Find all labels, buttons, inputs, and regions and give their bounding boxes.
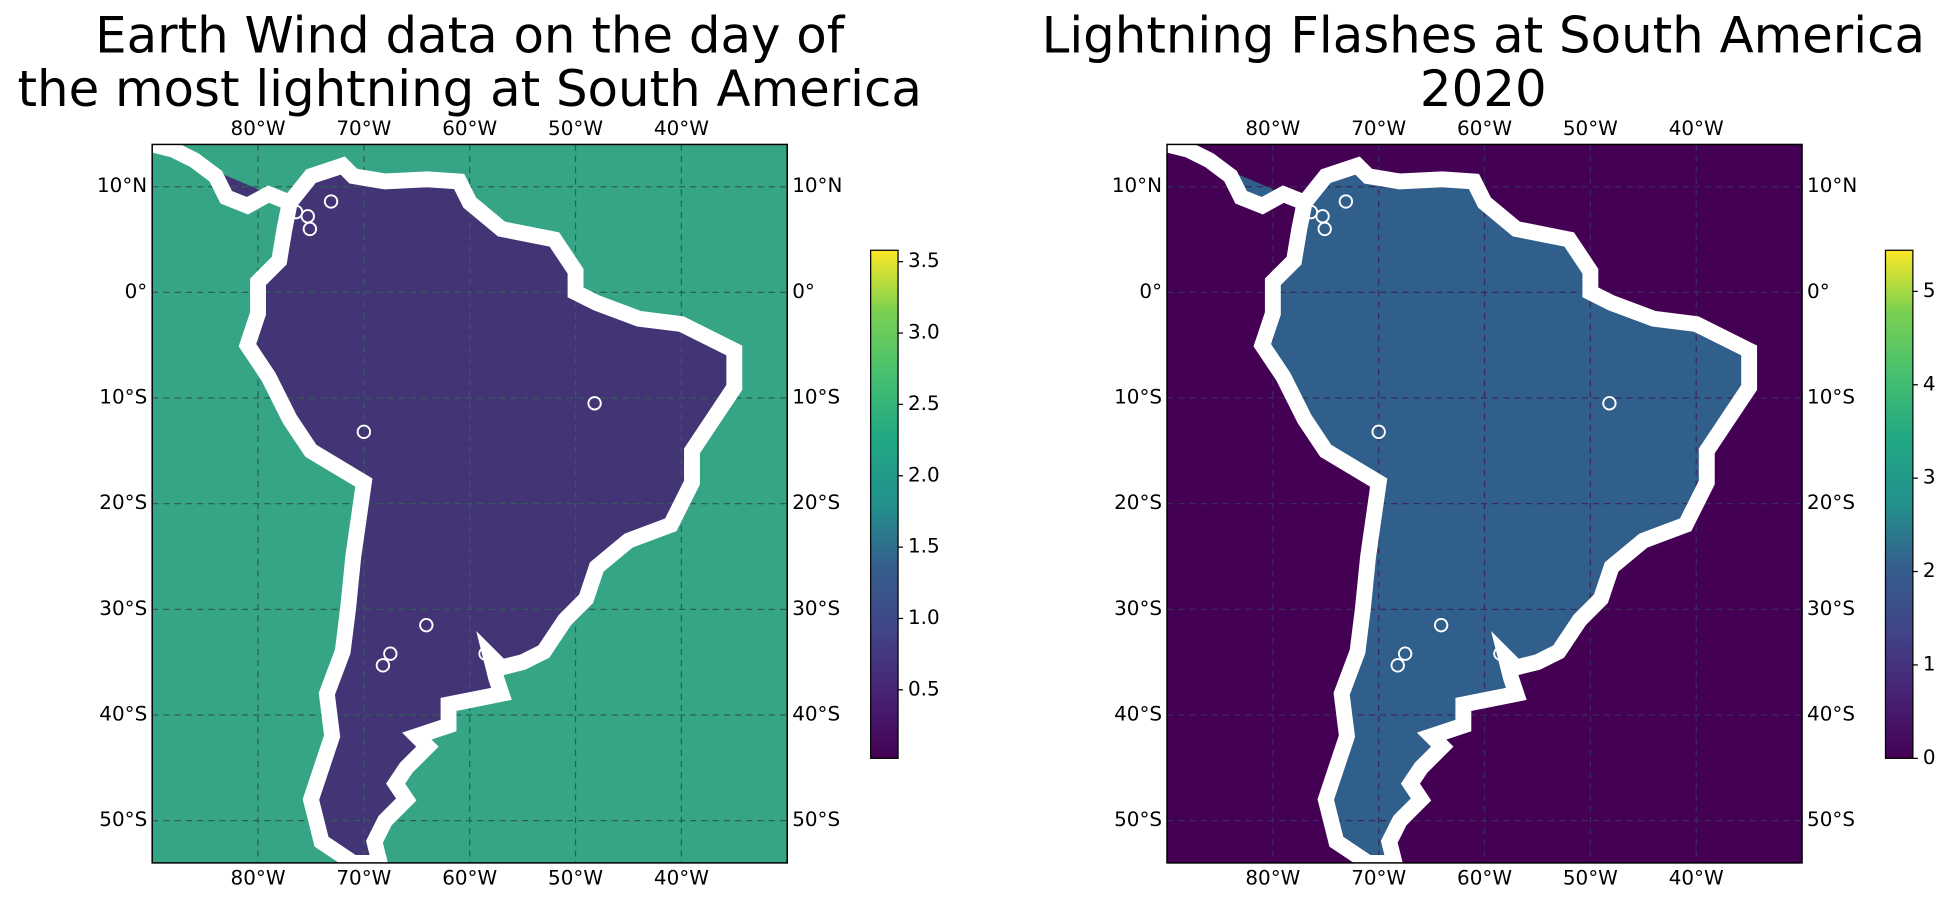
marker: [1390, 658, 1405, 673]
y-tick-label: 0°: [1139, 280, 1162, 303]
colorbar-tick-label: 4: [1923, 372, 1936, 395]
y-tick-label: 10°N: [1807, 174, 1857, 197]
marker: [1397, 646, 1413, 661]
x-tick-label: 80°W: [1245, 117, 1300, 140]
map-frame: [151, 143, 788, 864]
x-tick-label: 60°W: [442, 867, 497, 890]
colorbar: [1884, 249, 1914, 759]
marker: [587, 396, 602, 411]
y-tick-label: 20°S: [792, 491, 840, 514]
x-tick-label: 60°W: [1457, 867, 1512, 890]
colorbar-tick-label: 0: [1923, 746, 1936, 769]
x-tick-label: 60°W: [1457, 117, 1512, 140]
marker: [478, 646, 493, 661]
y-tick-label: 10°N: [97, 174, 147, 197]
y-tick-label: 20°S: [99, 491, 147, 514]
y-tick-label: 20°S: [1807, 491, 1855, 514]
y-tick-label: 20°S: [1114, 491, 1162, 514]
chart-title: 2020: [1420, 60, 1547, 118]
chart-title: the most lightning at South America: [18, 60, 922, 118]
colorbar-tick-label: 3: [1923, 466, 1936, 489]
x-tick-label: 60°W: [442, 117, 497, 140]
y-tick-label: 40°S: [1807, 702, 1855, 725]
chart-title: Lightning Flashes at South America: [1042, 6, 1925, 64]
colorbar-tick-label: 1.0: [908, 606, 940, 629]
colorbar-tick-label: 3.5: [908, 249, 940, 272]
marker: [1371, 424, 1386, 439]
map-area: [152, 144, 788, 863]
colorbar-tick-label: 0.5: [908, 677, 940, 700]
marker: [356, 424, 372, 439]
marker: [302, 221, 318, 237]
y-tick-label: 10°N: [1112, 174, 1162, 197]
x-tick-label: 50°W: [1563, 117, 1618, 140]
y-tick-label: 0°: [1807, 280, 1830, 303]
x-tick-label: 70°W: [336, 117, 391, 140]
y-tick-label: 10°S: [99, 386, 147, 409]
x-tick-label: 50°W: [1563, 867, 1618, 890]
y-tick-label: 10°S: [1114, 386, 1162, 409]
marker: [375, 658, 391, 673]
y-tick-label: 50°S: [1114, 808, 1162, 831]
map-frame: [1166, 143, 1803, 864]
y-tick-label: 50°S: [1807, 808, 1855, 831]
x-tick-label: 50°W: [548, 867, 603, 890]
y-tick-label: 10°N: [792, 174, 842, 197]
y-tick-label: 0°: [792, 280, 815, 303]
y-tick-label: 40°S: [1114, 702, 1162, 725]
x-tick-label: 80°W: [231, 117, 286, 140]
colorbar-tick-label: 3.0: [908, 321, 940, 344]
x-tick-label: 70°W: [336, 867, 391, 890]
map-area: [1167, 144, 1803, 863]
y-tick-label: 50°S: [99, 808, 147, 831]
marker: [1338, 194, 1354, 209]
y-tick-label: 40°S: [99, 702, 147, 725]
colorbar-tick-label: 2.0: [908, 463, 940, 486]
colorbar-tick-label: 1: [1923, 652, 1936, 675]
marker: [1433, 618, 1449, 633]
x-tick-label: 40°W: [1669, 867, 1724, 890]
marker: [419, 618, 434, 633]
x-tick-label: 80°W: [231, 867, 286, 890]
colorbar-tick-label: 2: [1923, 559, 1936, 582]
colorbar-tick-label: 1.5: [908, 535, 940, 558]
marker: [1602, 396, 1617, 411]
y-tick-label: 30°S: [792, 597, 840, 620]
y-tick-label: 40°S: [792, 702, 840, 725]
x-tick-label: 80°W: [1245, 867, 1300, 890]
x-tick-label: 40°W: [1669, 117, 1724, 140]
x-tick-label: 40°W: [654, 867, 709, 890]
y-tick-label: 10°S: [1807, 386, 1855, 409]
colorbar-tick-label: 2.5: [908, 392, 940, 415]
marker: [1317, 221, 1332, 237]
y-tick-label: 30°S: [1807, 597, 1855, 620]
x-tick-label: 40°W: [654, 117, 709, 140]
marker: [1493, 646, 1508, 661]
x-tick-label: 70°W: [1351, 117, 1406, 140]
colorbar: [870, 249, 899, 759]
y-tick-label: 30°S: [99, 597, 147, 620]
y-tick-label: 50°S: [792, 808, 840, 831]
y-tick-label: 10°S: [792, 386, 840, 409]
colorbar-tick-label: 5: [1923, 279, 1936, 302]
y-tick-label: 0°: [125, 280, 148, 303]
x-tick-label: 70°W: [1351, 867, 1406, 890]
y-tick-label: 30°S: [1114, 597, 1162, 620]
marker: [323, 194, 339, 209]
x-tick-label: 50°W: [548, 117, 603, 140]
marker: [383, 646, 398, 661]
chart-title: Earth Wind data on the day of: [95, 6, 846, 64]
